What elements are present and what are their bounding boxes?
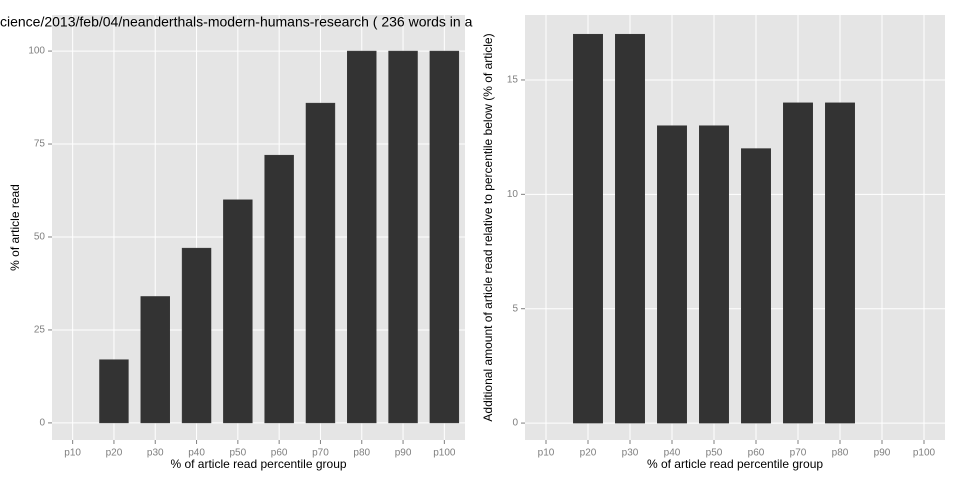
bar [615, 33, 645, 424]
bar [264, 154, 294, 424]
y-tick-label: 100 [28, 46, 45, 57]
x-axis-title: % of article read percentile group [647, 457, 823, 471]
bar [699, 125, 729, 424]
bar [347, 50, 377, 424]
bar [825, 102, 855, 424]
x-tick-label: p80 [353, 448, 370, 459]
x-tick-label: p30 [147, 448, 164, 459]
x-tick-label: p80 [832, 448, 849, 459]
x-axis-title: % of article read percentile group [170, 457, 346, 471]
x-tick-label: p60 [271, 448, 288, 459]
bar [657, 125, 687, 424]
y-tick-label: 25 [34, 325, 46, 336]
y-tick-label: 0 [39, 418, 45, 429]
bar [181, 247, 212, 424]
x-tick-label: p30 [622, 448, 639, 459]
y-tick-label: 50 [34, 232, 46, 243]
bar [388, 50, 418, 424]
bar [783, 102, 813, 424]
x-tick-label: p100 [913, 448, 936, 459]
x-tick-label: p70 [312, 448, 329, 459]
y-tick-label: 10 [507, 189, 519, 200]
y-axis-title: % of article read [8, 184, 22, 271]
bar [140, 296, 170, 424]
bar [741, 148, 771, 424]
x-tick-label: p100 [433, 448, 456, 459]
x-tick-label: p90 [395, 448, 412, 459]
x-tick-label: p20 [580, 448, 597, 459]
x-tick-label: p40 [188, 448, 205, 459]
x-tick-label: p70 [790, 448, 807, 459]
chart-title: cience/2013/feb/04/neanderthals-modern-h… [0, 14, 473, 30]
x-tick-label: p50 [706, 448, 723, 459]
bar [573, 33, 603, 424]
bar [429, 50, 460, 424]
x-tick-label: p10 [64, 448, 81, 459]
x-tick-label: p10 [538, 448, 555, 459]
x-tick-label: p90 [874, 448, 891, 459]
x-tick-label: p40 [664, 448, 681, 459]
x-tick-label: p20 [106, 448, 123, 459]
y-axis-title: Additional amount of article read relati… [481, 33, 495, 421]
bar [305, 102, 336, 424]
y-tick-label: 15 [507, 75, 519, 86]
bar [99, 359, 129, 424]
x-tick-label: p60 [748, 448, 765, 459]
bar [223, 199, 253, 424]
y-tick-label: 0 [512, 418, 518, 429]
x-tick-label: p50 [230, 448, 247, 459]
y-tick-label: 5 [512, 303, 518, 314]
y-tick-label: 75 [34, 139, 46, 150]
